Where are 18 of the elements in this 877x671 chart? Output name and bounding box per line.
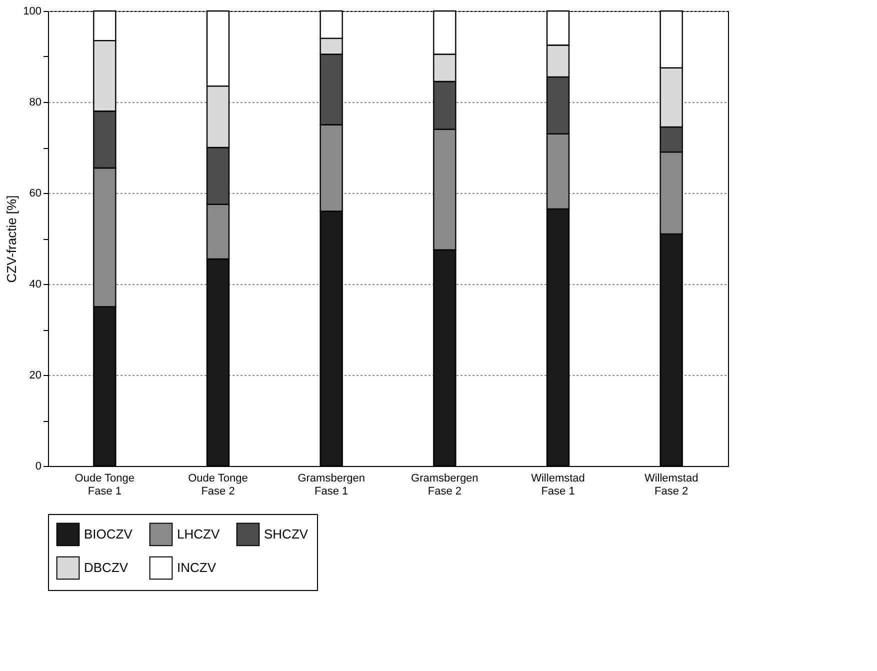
legend-label: SHCZV	[264, 526, 308, 542]
y-tick-label: 100	[23, 6, 42, 18]
x-tick-label: Gramsbergen Fase 1	[298, 472, 365, 498]
x-tick-label: Oude Tonge Fase 2	[188, 472, 248, 498]
legend-label: DBCZV	[84, 560, 128, 575]
legend-label: INCZV	[177, 560, 216, 575]
x-tick-label: Willemstad Fase 2	[644, 472, 698, 498]
x-tick-label: Oude Tonge Fase 1	[74, 472, 135, 498]
y-tick-label: 60	[29, 188, 42, 200]
y-tick-label: 20	[29, 370, 42, 382]
legend-label: LHCZV	[177, 526, 220, 542]
y-axis-title: CZV-fractie [%]	[4, 195, 20, 283]
y-tick-label: 0	[35, 460, 42, 472]
y-tick-label: 80	[29, 96, 42, 108]
x-tick-label: Gramsbergen Fase 2	[411, 472, 478, 498]
x-tick-label: Willemstad Fase 1	[531, 472, 585, 498]
y-tick-label: 40	[29, 278, 42, 290]
legend-label: BIOCZV	[84, 526, 133, 542]
